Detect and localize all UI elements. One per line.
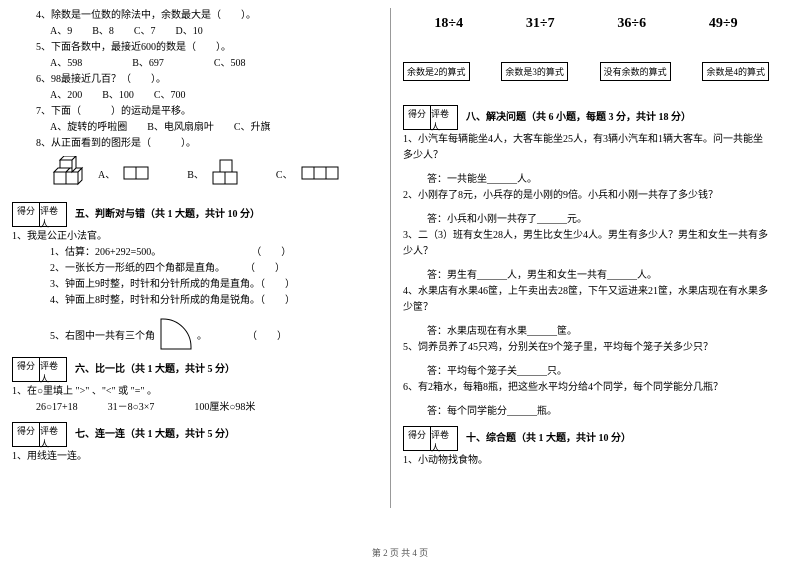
grader-label: 评卷人 (40, 203, 66, 226)
sec5-item-1: 1、估算：206+292=500。 （ ） (12, 245, 378, 261)
sec10-q1: 1、小动物找食物。 (403, 453, 769, 469)
sec8-q3: 3、二（3）班有女生28人，男生比女生少4人。男生有多少人？男生和女生一共有多少… (403, 228, 769, 260)
sec5-title: 五、判断对与错（共 1 大题，共计 10 分） (75, 205, 260, 220)
page-footer: 第 2 页 共 4 页 (0, 546, 800, 559)
sec7-q1: 1、用线连一连。 (12, 449, 378, 465)
q7-opts: A、旋转的呼啦圈 B、电风扇扇叶 C、升旗 (12, 120, 378, 136)
label-b: B、 (187, 166, 204, 181)
q8-text: 8、从正面看到的图形是（ ）。 (12, 136, 378, 152)
sec8-q1: 1、小汽车每辆能坐4人，大客车能坐25人，有3辆小汽车和1辆大客车。问一共能坐多… (403, 132, 769, 164)
score-box-5: 得分 评卷人 (12, 202, 67, 227)
box-2: 余数是3的算式 (501, 62, 568, 81)
sec8-a4: 答：水果店现在有水果______筐。 (403, 324, 769, 340)
shape-c-icon (301, 166, 343, 180)
sec6-title: 六、比一比（共 1 大题，共计 5 分） (75, 360, 235, 375)
q7-text: 7、下面（ ）的运动是平移。 (12, 104, 378, 120)
q6-text: 6、98最接近几百？（ ）。 (12, 72, 378, 88)
box-3: 没有余数的算式 (600, 62, 671, 81)
div-1: 18÷4 (434, 16, 463, 32)
div-2: 31÷7 (526, 16, 555, 32)
sec8-q6: 6、有2箱水，每箱8瓶，把这些水平均分给4个同学，每个同学能分几瓶？ (403, 380, 769, 396)
sec7-title: 七、连一连（共 1 大题，共计 5 分） (75, 425, 235, 440)
q4-opts: A、9 B、8 C、7 D、10 (12, 24, 378, 40)
sec5-q1: 1、我是公正小法官。 (12, 229, 378, 245)
div-3: 36÷6 (617, 16, 646, 32)
q5-opts: A、598 B、697 C、508 (12, 56, 378, 72)
shape-a-icon (50, 156, 90, 190)
quarter-circle-icon (159, 317, 193, 351)
sec5-item-3: 3、钟面上9时整，时针和分针所成的角是直角。（ ） (12, 277, 378, 293)
sec6-line: 26○17+18 31－8○3×7 100厘米○98米 (12, 400, 378, 416)
sec5-q5-b: 。 （ ） (197, 327, 287, 342)
sec8-q2: 2、小刚存了8元，小兵存的是小刚的9倍。小兵和小刚一共存了多少钱？ (403, 188, 769, 204)
sec8-title: 八、解决问题（共 6 小题，每题 3 分，共计 18 分） (466, 108, 691, 123)
label-c: C、 (276, 166, 293, 181)
category-boxes: 余数是2的算式 余数是3的算式 没有余数的算式 余数是4的算式 (403, 62, 769, 81)
sec5-item-2: 2、一张长方一形纸的四个角都是直角。 （ ） (12, 261, 378, 277)
sec8-a6: 答：每个同学能分______瓶。 (403, 404, 769, 420)
score-box-10: 得分 评卷人 (403, 426, 458, 451)
sec5-q5-a: 5、右图中一共有三个角 (50, 327, 155, 342)
div-4: 49÷9 (709, 16, 738, 32)
sec8-a2: 答：小兵和小刚一共存了______元。 (403, 212, 769, 228)
shape-a-ans-icon (123, 166, 153, 180)
score-box-7: 得分 评卷人 (12, 422, 67, 447)
box-1: 余数是2的算式 (403, 62, 470, 81)
sec8-a3: 答：男生有______人，男生和女生一共有______人。 (403, 268, 769, 284)
q5-text: 5、下面各数中，最接近600的数是（ ）。 (12, 40, 378, 56)
sec8-q4: 4、水果店有水果46筐，上午卖出去28筐，下午又运进来21筐，水果店现在有水果多… (403, 284, 769, 316)
score-label: 得分 (13, 203, 40, 226)
box-4: 余数是4的算式 (702, 62, 769, 81)
shape-b-icon (212, 159, 242, 187)
sec8-q5: 5、饲养员养了45只鸡，分别关在9个笼子里，平均每个笼子关多少只？ (403, 340, 769, 356)
shape-options: A、 B、 C、 (50, 156, 378, 190)
sec6-q1: 1、在○里填上 ">" 、"<" 或 "=" 。 (12, 384, 378, 400)
score-box-6: 得分 评卷人 (12, 357, 67, 382)
q4-text: 4、除数是一位数的除法中，余数最大是（ ）。 (12, 8, 378, 24)
division-row: 18÷4 31÷7 36÷6 49÷9 (403, 16, 769, 32)
sec10-title: 十、综合题（共 1 大题，共计 10 分） (466, 429, 631, 444)
score-box-8: 得分 评卷人 (403, 105, 458, 130)
label-a: A、 (98, 166, 115, 181)
sec8-a5: 答：平均每个笼子关______只。 (403, 364, 769, 380)
sec8-a1: 答：一共能坐______人。 (403, 172, 769, 188)
q6-opts: A、200 B、100 C、700 (12, 88, 378, 104)
sec5-item-4: 4、钟面上8时整，时针和分针所成的角是锐角。（ ） (12, 293, 378, 309)
